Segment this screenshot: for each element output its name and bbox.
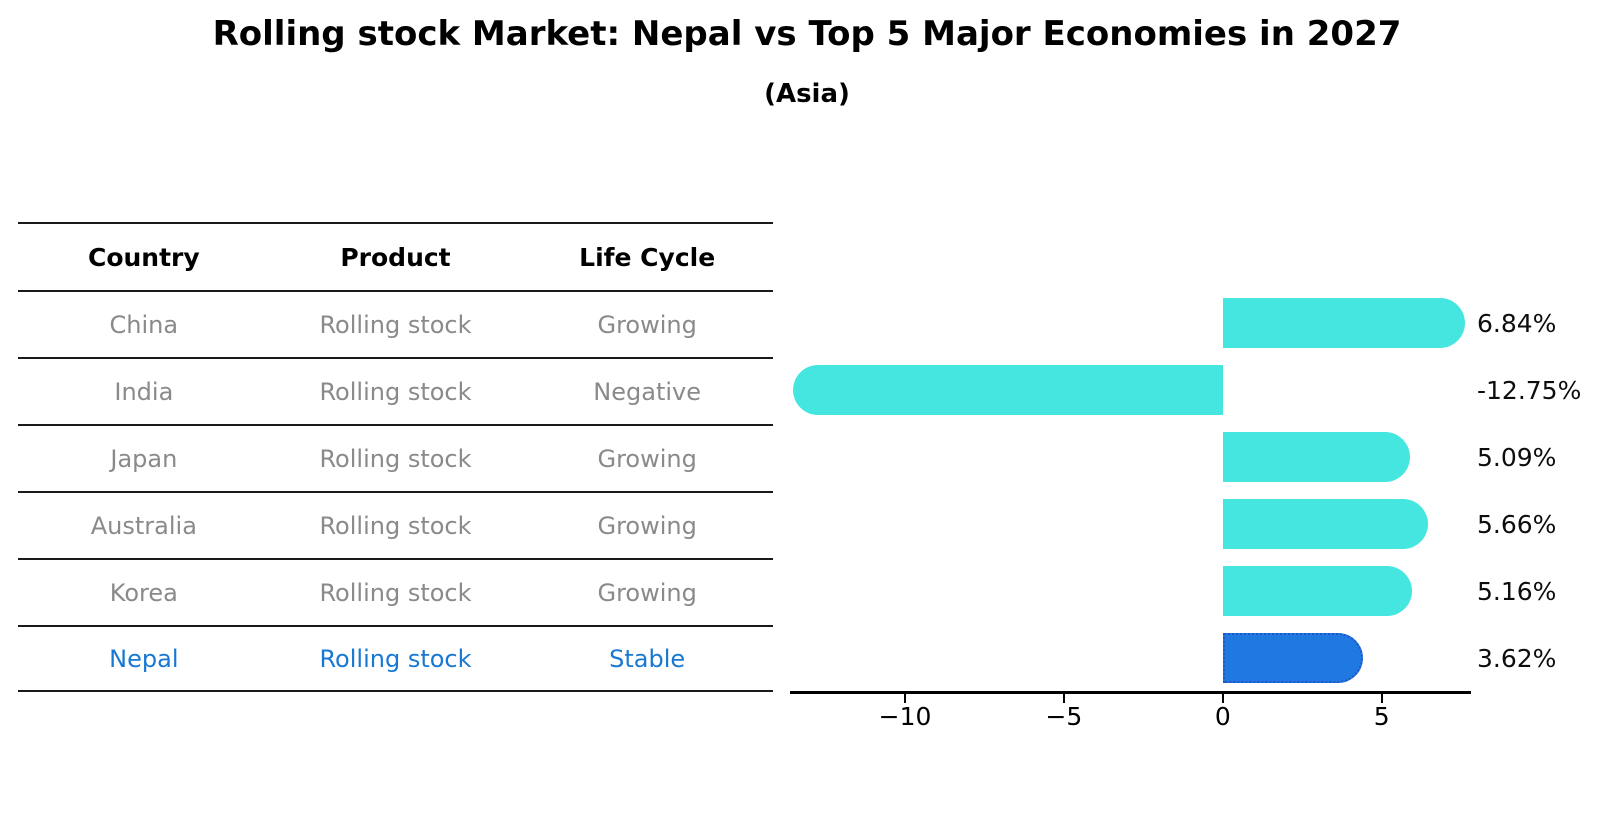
value-label: 5.09% xyxy=(1477,443,1557,472)
x-axis-tick-label: −5 xyxy=(1045,702,1083,731)
cell-country: Japan xyxy=(110,444,178,473)
column-header-country: Country xyxy=(87,242,200,272)
x-axis-tick-label: 0 xyxy=(1214,702,1231,731)
bar-china xyxy=(1222,298,1466,348)
bar-korea xyxy=(1222,566,1412,616)
x-axis-tick xyxy=(1221,694,1224,703)
bar-chart xyxy=(790,290,1470,692)
table-row: Japan Rolling stock Growing xyxy=(18,424,773,491)
table-row: Korea Rolling stock Growing xyxy=(18,558,773,625)
cell-country: India xyxy=(114,377,174,406)
value-label: 5.16% xyxy=(1477,577,1557,606)
column-header-life-cycle: Life Cycle xyxy=(579,242,716,272)
page-subtitle: (Asia) xyxy=(764,79,850,109)
bar-japan xyxy=(1222,432,1410,482)
cell-life-cycle: Stable xyxy=(609,644,686,673)
cell-product: Rolling stock xyxy=(319,310,472,339)
value-label: -12.75% xyxy=(1477,376,1582,405)
cell-life-cycle: Growing xyxy=(597,511,697,540)
cell-country: Korea xyxy=(109,578,178,607)
column-header-product: Product xyxy=(340,242,451,272)
table-row: Nepal Rolling stock Stable xyxy=(18,625,773,692)
bar-australia xyxy=(1222,499,1428,549)
x-axis xyxy=(790,691,1471,694)
table-row: Australia Rolling stock Growing xyxy=(18,491,773,558)
cell-country: Australia xyxy=(90,511,197,540)
cell-product: Rolling stock xyxy=(319,578,472,607)
bar-nepal xyxy=(1222,633,1363,683)
table-row: China Rolling stock Growing xyxy=(18,290,773,357)
cell-life-cycle: Growing xyxy=(597,310,697,339)
x-axis-tick xyxy=(1380,694,1383,703)
value-label: 3.62% xyxy=(1477,644,1557,673)
cell-product: Rolling stock xyxy=(319,444,472,473)
x-axis-tick xyxy=(904,694,907,703)
table-row: India Rolling stock Negative xyxy=(18,357,773,424)
cell-life-cycle: Growing xyxy=(597,444,697,473)
cell-product: Rolling stock xyxy=(319,377,472,406)
cell-life-cycle: Negative xyxy=(593,377,702,406)
value-label: 6.84% xyxy=(1477,309,1557,338)
cell-life-cycle: Growing xyxy=(597,578,697,607)
bar-india xyxy=(792,365,1223,415)
cell-product: Rolling stock xyxy=(319,644,472,673)
x-axis-tick xyxy=(1062,694,1065,703)
cell-country: China xyxy=(109,310,179,339)
table-header-row: Country Product Life Cycle xyxy=(18,222,773,290)
x-axis-tick-label: 5 xyxy=(1373,702,1390,731)
value-label: 5.66% xyxy=(1477,510,1557,539)
cell-product: Rolling stock xyxy=(319,511,472,540)
page-title: Rolling stock Market: Nepal vs Top 5 Maj… xyxy=(212,14,1402,54)
x-axis-tick-label: −10 xyxy=(878,702,932,731)
cell-country: Nepal xyxy=(109,644,179,673)
data-table: Country Product Life Cycle China Rolling … xyxy=(18,222,773,692)
